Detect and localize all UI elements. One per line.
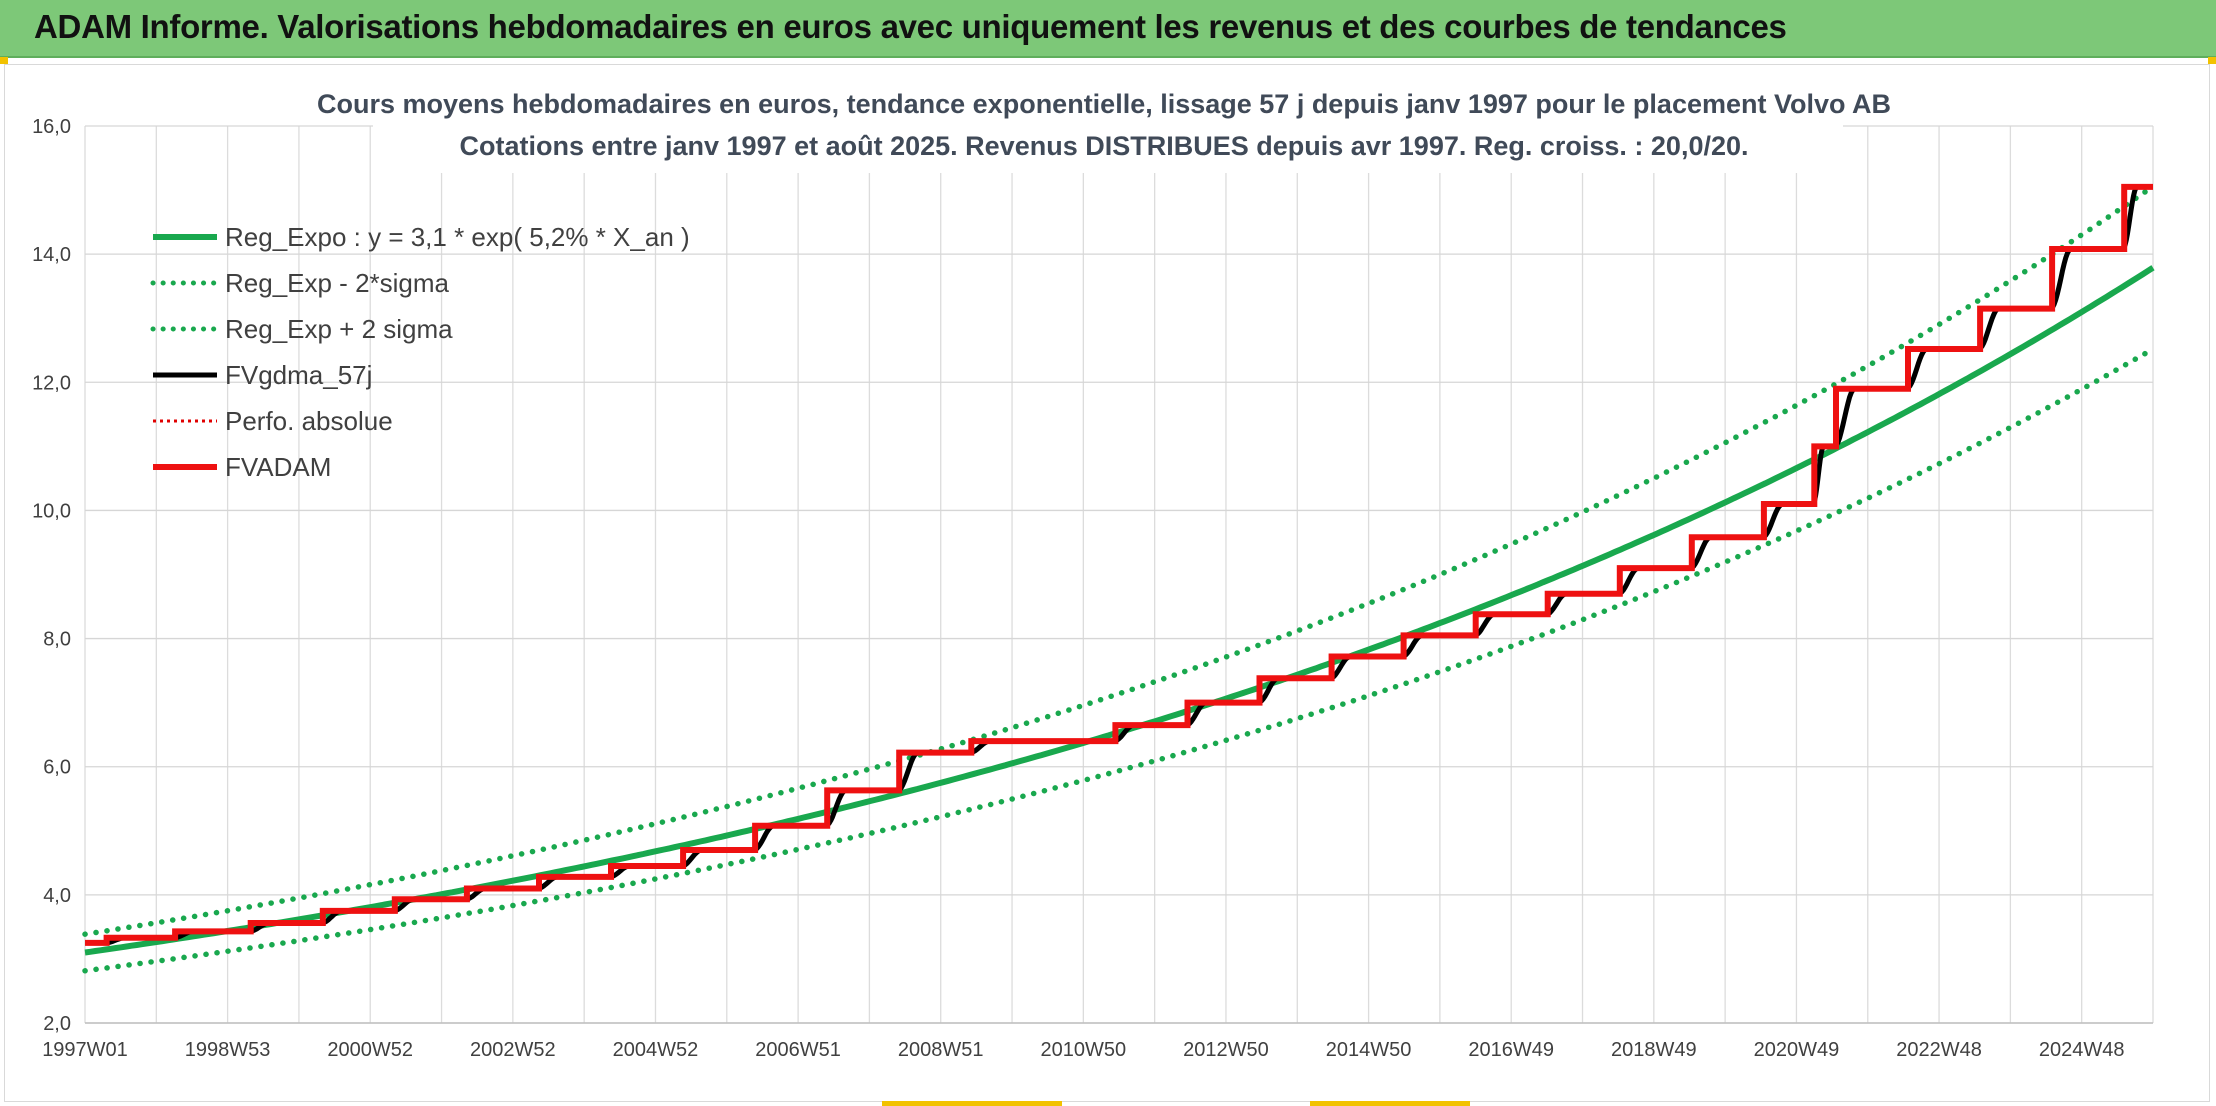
legend: Reg_Expo : y = 3,1 * exp( 5,2% * X_an ) R…	[150, 222, 690, 482]
y-tick-label: 6,0	[43, 757, 71, 779]
chart-frame: 2,0 4,0 6,0 8,0 10,0 12,0 14,0 16,0 1997W01 1998W…	[4, 64, 2210, 1102]
series-fvadam	[85, 183, 2153, 946]
y-tick-label: 10,0	[32, 500, 71, 522]
y-tick-label: 8,0	[43, 629, 71, 651]
y-tick-label: 14,0	[32, 244, 71, 266]
bottom-accent-1	[882, 1101, 1062, 1106]
x-tick-label: 2014W50	[1326, 1039, 1412, 1061]
axis-layer: 2,0 4,0 6,0 8,0 10,0 12,0 14,0 16,0 1997W01 1998W…	[32, 116, 2153, 1061]
series-reg-exp-minus-2sigma	[82, 346, 2156, 974]
report-title: ADAM Informe. Valorisations hebdomadaire…	[34, 8, 1787, 45]
x-tick-label: 2006W51	[755, 1039, 841, 1061]
x-tick-label: 2010W50	[1041, 1039, 1127, 1061]
bottom-accent-2	[1310, 1101, 1470, 1106]
series-fvgdma-57j	[85, 184, 2153, 946]
x-tick-label: 2004W52	[613, 1039, 699, 1061]
legend-label: FVgdma_57j	[225, 360, 372, 390]
x-tick-label: 2018W49	[1611, 1039, 1697, 1061]
y-tick-label: 4,0	[43, 885, 71, 907]
x-tick-label: 1998W53	[185, 1039, 271, 1061]
series-layer	[82, 183, 2156, 974]
legend-label: Reg_Exp + 2 sigma	[225, 314, 453, 344]
chart-title: Cours moyens hebdomadaires en euros, ten…	[317, 65, 1891, 173]
report-banner: ADAM Informe. Valorisations hebdomadaire…	[0, 0, 2216, 58]
x-tick-label: 2012W50	[1183, 1039, 1269, 1061]
x-tick-label: 2022W48	[1896, 1039, 1982, 1061]
x-tick-label: 2002W52	[470, 1039, 556, 1061]
x-tick-label: 1997W01	[42, 1039, 128, 1061]
y-tick-label: 12,0	[32, 372, 71, 394]
legend-label: Reg_Exp - 2*sigma	[225, 268, 450, 298]
x-tick-label: 2020W49	[1754, 1039, 1840, 1061]
x-tick-label: 2008W51	[898, 1039, 984, 1061]
x-tick-label: 2024W48	[2039, 1039, 2125, 1061]
corner-accent-left	[0, 57, 8, 64]
y-tick-label: 16,0	[32, 116, 71, 138]
legend-label: Reg_Expo : y = 3,1 * exp( 5,2% * X_an )	[225, 222, 690, 252]
x-tick-label: 2000W52	[327, 1039, 413, 1061]
chart-title-line-2: Cotations entre janv 1997 et août 2025. …	[459, 131, 1748, 161]
legend-label: Perfo. absolue	[225, 406, 393, 436]
series-reg-expo	[84, 265, 2155, 956]
chart-area: 2,0 4,0 6,0 8,0 10,0 12,0 14,0 16,0 1997W01 1998W…	[32, 65, 2156, 1061]
grid-layer	[84, 125, 2154, 1024]
series-reg-exp-plus-2sigma	[82, 183, 2156, 937]
y-tick-label: 2,0	[43, 1013, 71, 1035]
x-tick-label: 2016W49	[1468, 1039, 1554, 1061]
chart-title-line-1: Cours moyens hebdomadaires en euros, ten…	[317, 89, 1891, 119]
legend-label: FVADAM	[225, 452, 331, 482]
corner-accent-right	[2208, 57, 2216, 64]
